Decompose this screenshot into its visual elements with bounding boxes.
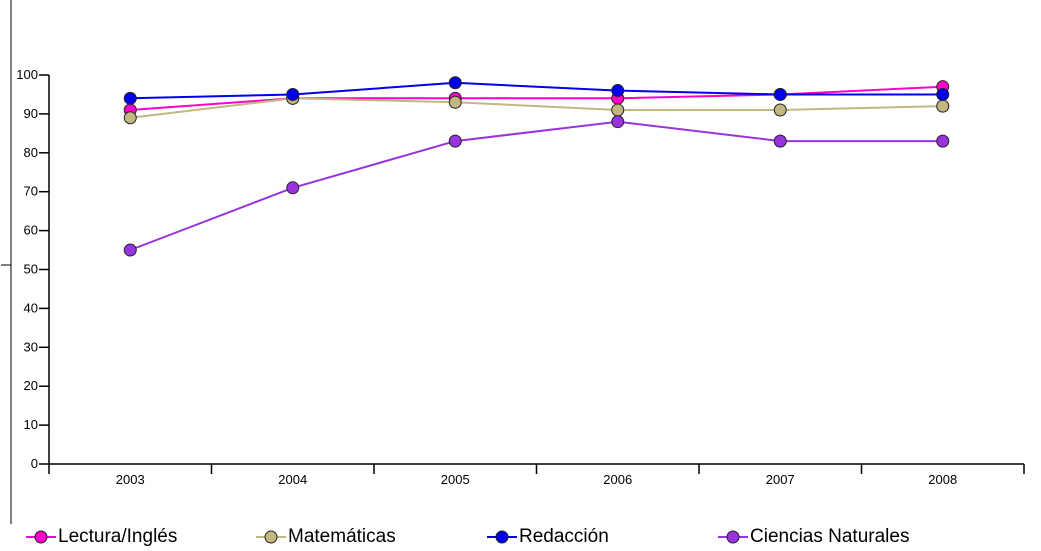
legend: Lectura/Inglés Matemáticas Redacción Cienci…	[0, 524, 1041, 551]
legend-label: Lectura/Inglés	[58, 526, 178, 547]
legend-item: Ciencias Naturales	[718, 526, 909, 548]
y-tick-label: 70	[24, 184, 38, 199]
legend-swatch-icon	[256, 530, 286, 544]
legend-label: Ciencias Naturales	[750, 526, 910, 547]
series-line	[129, 120, 943, 251]
legend-swatch-icon	[26, 530, 56, 544]
legend-swatch-marker	[264, 530, 278, 544]
data-point	[123, 243, 137, 257]
legend-item: Lectura/Inglés	[26, 526, 177, 548]
x-tick-label: 2004	[278, 472, 307, 487]
series-line	[130, 81, 943, 100]
x-tick-label: 2005	[441, 472, 470, 487]
data-point	[611, 103, 625, 117]
y-tick-label: 40	[24, 300, 38, 315]
data-point	[448, 95, 462, 109]
x-tick-label: 2006	[603, 472, 632, 487]
legend-item: Matemáticas	[256, 526, 396, 548]
y-tick-label: 90	[24, 106, 38, 121]
x-axis: 2003 2004 2005 2006 2007 2008	[48, 463, 1025, 487]
data-point	[123, 91, 137, 105]
y-tick-label: 10	[24, 417, 38, 432]
legend-label: Redacción	[519, 526, 609, 547]
legend-swatch-marker	[495, 530, 509, 544]
x-tick-label: 2008	[928, 472, 957, 487]
legend-swatch-marker	[34, 530, 48, 544]
series-layer	[123, 76, 950, 257]
data-point	[286, 181, 300, 195]
data-point	[448, 76, 462, 90]
y-tick-label: 80	[24, 145, 38, 160]
data-point	[611, 84, 625, 98]
data-point	[936, 134, 950, 148]
data-point	[286, 87, 300, 101]
data-point	[936, 87, 950, 101]
x-tick-label: 2003	[116, 472, 145, 487]
x-tick-label: 2007	[766, 472, 795, 487]
legend-label: Matemáticas	[288, 526, 396, 547]
data-point	[123, 111, 137, 125]
y-tick-label: 30	[24, 339, 38, 354]
y-axis: 0 10 20 30 40 50 60 70 80 90 100	[16, 67, 50, 471]
data-point	[448, 134, 462, 148]
legend-swatch-marker	[726, 530, 740, 544]
data-point	[936, 99, 950, 113]
data-point	[773, 134, 787, 148]
y-tick-label: 50	[24, 262, 38, 277]
series-line	[130, 85, 943, 111]
series-2	[123, 91, 950, 125]
y-tick-label: 0	[31, 456, 38, 471]
y-tick-label: 20	[24, 378, 38, 393]
legend-swatch-icon	[718, 530, 748, 544]
data-point	[611, 115, 625, 129]
y-tick-label: 100	[16, 67, 38, 82]
data-point	[773, 103, 787, 117]
legend-swatch-icon	[487, 530, 517, 544]
series-3	[123, 76, 950, 105]
series-line	[130, 97, 943, 119]
y-tick-label: 60	[24, 223, 38, 238]
series-4	[123, 115, 950, 257]
data-point	[773, 87, 787, 101]
legend-item: Redacción	[487, 526, 609, 548]
